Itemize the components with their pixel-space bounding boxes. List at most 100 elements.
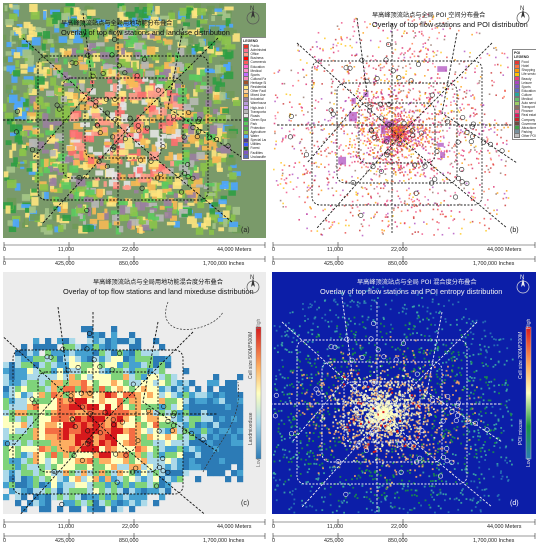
legend-label: Real estate	[521, 113, 537, 118]
panel-title-en: Overlay of top flow stations and land mi…	[63, 287, 254, 296]
scale-label-meters-3: 44,000 Meters	[217, 247, 252, 253]
scale-label-inches-0: 0	[272, 538, 275, 544]
legend-label: Unclassified	[250, 154, 267, 159]
ramp-high-label: High	[526, 318, 532, 329]
scale-label-meters-1: 11,000	[58, 524, 75, 530]
panel-land-mixeduse: 早高峰顶流站点与全局用地功能混合度分布叠合 Overlay of top flo…	[3, 272, 266, 514]
metro-lines	[3, 12, 244, 228]
scale-bar: 0 11,000 22,000 44,000 Meters 0 425,000 …	[272, 240, 536, 267]
legend-label: Water	[250, 134, 259, 139]
scale-bar: 0 11,000 22,000 44,000 Meters 0 425,000 …	[3, 240, 266, 267]
legend-title: LEGEND	[243, 39, 258, 43]
scale-label-meters-1: 11,000	[58, 247, 75, 253]
scale-label-inches-3: 1,700,000 Inches	[473, 261, 515, 267]
scale-label-meters-2: 22,000	[122, 524, 139, 530]
scale-label-meters-2: 22,000	[391, 247, 408, 253]
legend-label: Facilities	[250, 150, 263, 155]
scale-label-inches-3: 1,700,000 Inches	[473, 538, 515, 544]
panel-title-en: Overlay of top flow stations and POI ent…	[320, 287, 503, 296]
panel-title-en: Overlay of top flow stations and landuse…	[61, 28, 230, 37]
panel-poi-entropy: 早高峰顶流站点与全局 POI 混合度分布叠合 Overlay of top fl…	[272, 272, 536, 514]
legend-label: Medical	[521, 97, 533, 102]
legend-label: Special Land	[250, 138, 267, 143]
scale-bar: 0 11,000 22,000 44,000 Meters 0 425,000 …	[3, 517, 266, 544]
scale-label-meters-0: 0	[272, 524, 275, 530]
landuse-legend: LEGEND PublicAdministrationOfficeBusines…	[241, 37, 266, 161]
ramp-caption: Cell size 500M*500M	[248, 331, 254, 379]
legend-label: Government	[521, 121, 537, 126]
panel-title-cn: 早高峰顶流站点与全局用地功能分布叠合	[61, 20, 173, 27]
north-arrow-icon: N	[246, 275, 262, 296]
scale-label-inches-3: 1,700,000 Inches	[203, 261, 245, 267]
legend-label: Sports	[250, 72, 260, 77]
scale-label-inches-1: 425,000	[324, 261, 344, 267]
scale-label-inches-2: 850,000	[119, 261, 139, 267]
metro-lines	[3, 306, 219, 514]
scale-bar: 0 11,000 22,000 44,000 Meters 0 425,000 …	[272, 517, 536, 544]
legend-label: Hotel	[521, 64, 529, 69]
legend-item: Other POI	[514, 133, 536, 139]
panel-title-cn: 早高峰顶流站点与全局 POI 混合度分布叠合	[357, 279, 477, 286]
scale-label-inches-2: 850,000	[119, 538, 139, 544]
legend-label: Office	[250, 52, 259, 57]
legend-label: Administration	[250, 48, 267, 53]
panel-poi: 早高峰顶流站点与全局 POI 空间分布叠合 Overlay of top flo…	[272, 3, 536, 238]
legend-label: Cultural Facilities	[250, 76, 267, 81]
scale-label-inches-1: 425,000	[55, 261, 75, 267]
legend-label: Protection Green	[250, 125, 267, 130]
scale-label-inches-1: 425,000	[324, 538, 344, 544]
legend-label: High-tech Industrial	[250, 105, 267, 110]
legend-label: Green Space	[250, 117, 267, 122]
legend-label: Parking	[521, 129, 533, 134]
legend-label: Utilities	[250, 142, 261, 147]
legend-label: Culture	[521, 92, 532, 97]
north-arrow-icon: N	[246, 6, 262, 27]
scale-label-meters-1: 11,000	[327, 524, 344, 530]
legend-label: Roads	[250, 113, 260, 118]
legend-label: Education	[521, 88, 536, 93]
legend-label: Mixed Use	[250, 93, 266, 98]
scale-label-inches-0: 0	[272, 261, 275, 267]
color-ramp-legend: High Cell size 200M*200M POI mixuse Low	[518, 317, 532, 467]
scale-label-inches-2: 850,000	[388, 538, 408, 544]
scale-label-meters-0: 0	[272, 247, 275, 253]
landuse-map	[3, 3, 244, 235]
metro-lines	[277, 17, 518, 233]
scale-label-meters-0: 0	[3, 247, 6, 253]
legend-label: Industrial	[250, 97, 264, 102]
north-arrow-icon: N	[516, 275, 532, 296]
legend-label: Leisure	[521, 80, 532, 85]
legend-label: Company	[521, 117, 536, 122]
legend-label: Other Facilities	[250, 89, 267, 94]
legend-label: Auto service	[521, 101, 537, 106]
legend-label: Park	[250, 121, 258, 126]
poi-map	[273, 13, 518, 237]
legend-label: Business	[250, 56, 264, 61]
scale-label-inches-0: 0	[3, 261, 6, 267]
color-ramp-legend: High Cell size 500M*500M Landmixeduse Lo…	[248, 317, 262, 467]
legend-swatch	[514, 133, 520, 139]
legend-label: Transport	[521, 105, 536, 110]
panel-title-cn: 早高峰顶流站点与全局 POI 空间分布叠合	[372, 12, 486, 19]
scale-label-inches-0: 0	[3, 538, 6, 544]
legend-label: Finance	[521, 109, 533, 114]
scale-label-inches-1: 425,000	[55, 538, 75, 544]
scale-label-meters-2: 22,000	[122, 247, 139, 253]
legend-label: Education	[250, 64, 265, 69]
legend-label: Food	[521, 60, 529, 65]
legend-label: Residential	[250, 85, 267, 90]
ramp-low-label: Low	[256, 457, 262, 467]
legend-label: Public	[250, 44, 260, 49]
scale-label-meters-3: 44,000 Meters	[487, 247, 522, 253]
panel-label: (d)	[510, 500, 519, 507]
legend-swatch	[243, 154, 249, 160]
north-arrow-icon: N	[516, 6, 532, 27]
legend-label: Commercial	[250, 60, 267, 65]
poi-entropy-map	[272, 286, 514, 514]
land-mixeduse-map	[3, 301, 244, 514]
panel-label: (b)	[510, 227, 519, 234]
panel-label: (a)	[241, 227, 250, 234]
scale-label-inches-3: 1,700,000 Inches	[203, 538, 245, 544]
scale-label-meters-2: 22,000	[391, 524, 408, 530]
